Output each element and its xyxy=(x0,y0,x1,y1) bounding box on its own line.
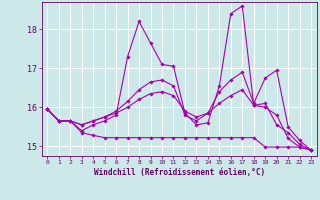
X-axis label: Windchill (Refroidissement éolien,°C): Windchill (Refroidissement éolien,°C) xyxy=(94,168,265,177)
